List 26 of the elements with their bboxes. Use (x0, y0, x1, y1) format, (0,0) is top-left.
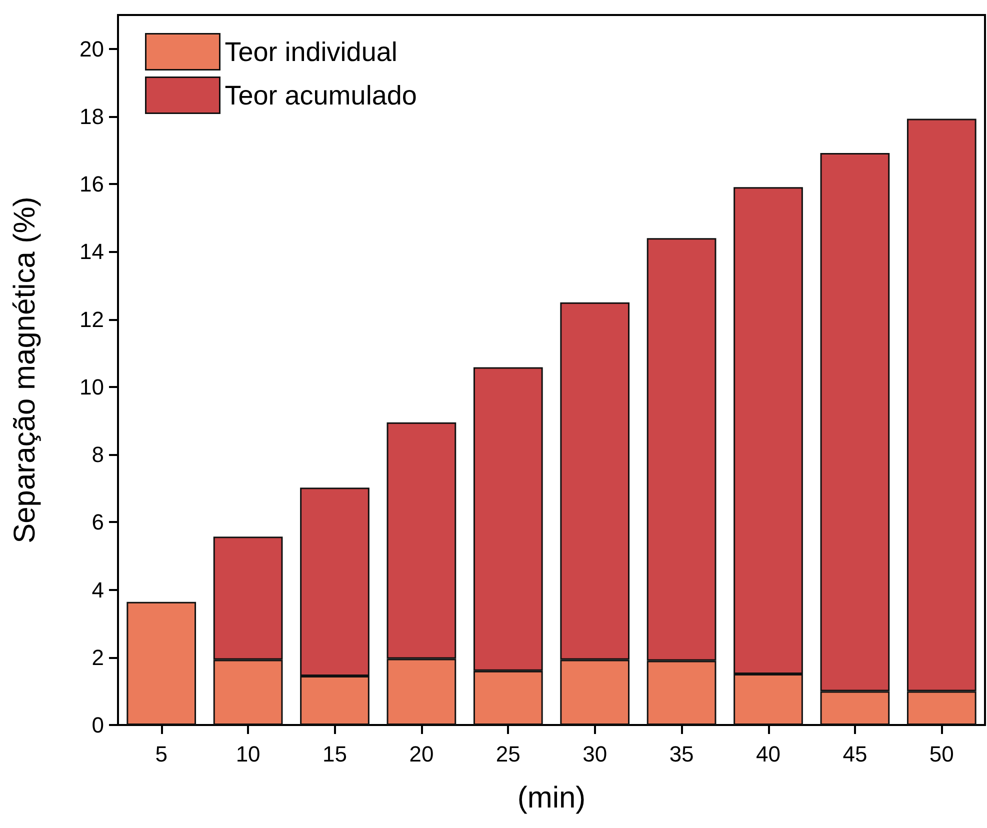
y-tick-label: 20 (80, 36, 104, 62)
x-tick-label: 40 (756, 742, 780, 766)
x-tick-label: 30 (582, 742, 608, 766)
y-tick-label: 10 (80, 374, 104, 400)
x-axis-title: (min) (517, 782, 586, 814)
x-tick-label: 15 (322, 742, 347, 766)
legend-label: Teor acumulado (224, 80, 417, 110)
y-tick-label: 6 (92, 510, 104, 535)
y-axis-title: Separação magnética (%) (8, 196, 42, 544)
y-tick-label: 8 (92, 442, 104, 468)
legend-label: Teor individual (224, 36, 398, 67)
x-tick-label: 20 (409, 742, 434, 766)
y-tick-label: 0 (92, 712, 104, 738)
x-tick-label: 25 (496, 742, 520, 766)
x-tick-label: 10 (236, 742, 260, 766)
x-tick-label: 45 (842, 742, 868, 766)
x-tick-label: 5 (155, 742, 168, 766)
y-tick-label: 2 (92, 644, 104, 670)
x-tick-label: 50 (929, 742, 954, 766)
y-tick-label: 18 (80, 104, 104, 129)
y-tick-label: 12 (80, 306, 104, 332)
y-tick-label: 14 (80, 239, 104, 264)
x-tick-label: 35 (669, 742, 694, 766)
y-tick-label: 4 (92, 577, 104, 602)
bar (126, 602, 196, 725)
y-tick-label: 16 (80, 172, 104, 197)
